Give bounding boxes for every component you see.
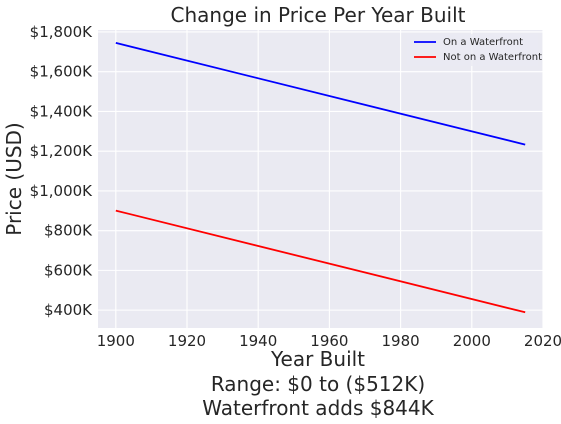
legend: On a Waterfront Not on a Waterfront [407, 34, 542, 66]
legend-label-waterfront: On a Waterfront [443, 37, 523, 48]
x-tick-label-1960: 1960 [310, 332, 348, 350]
y-tick-label-1200: $1,200K [30, 142, 93, 160]
x-tick-label-1940: 1940 [239, 332, 277, 350]
x-tick-label-1980: 1980 [382, 332, 420, 350]
legend-box [407, 34, 538, 66]
x-tick-label-1920: 1920 [168, 332, 206, 350]
y-tick-label-1800: $1,800K [30, 23, 93, 41]
x-tick-label-2000: 2000 [453, 332, 491, 350]
plot-background [98, 30, 543, 328]
x-axis-sublabel-waterfront: Waterfront adds $844K [202, 396, 434, 420]
series-group [115, 42, 526, 314]
grid [98, 30, 544, 328]
series-line-0 [115, 42, 526, 146]
y-tick-label-800: $800K [44, 222, 93, 240]
y-tick-label-400: $400K [44, 301, 93, 319]
y-axis-label: Price (USD) [2, 122, 26, 236]
y-tick-label-1400: $1,400K [30, 102, 93, 120]
series-line-1 [115, 209, 526, 314]
legend-label-not-waterfront: Not on a Waterfront [443, 52, 542, 63]
y-tick-label-1000: $1,000K [30, 182, 93, 200]
y-tick-label-1600: $1,600K [30, 63, 93, 81]
y-tick-labels: $400K $600K $800K $1,000K $1,200K $1,400K $1,6… [30, 23, 93, 319]
x-axis-sublabel-range: Range: $0 to ($512K) [211, 372, 425, 396]
y-tick-label-600: $600K [44, 261, 93, 279]
x-axis-label: Year Built [270, 347, 365, 371]
x-tick-label-1900: 1900 [97, 332, 135, 350]
chart-title: Change in Price Per Year Built [171, 3, 466, 27]
x-tick-label-2020: 2020 [524, 332, 561, 350]
x-tick-labels: 1900 1920 1940 1960 1980 2000 2020 [97, 332, 561, 350]
